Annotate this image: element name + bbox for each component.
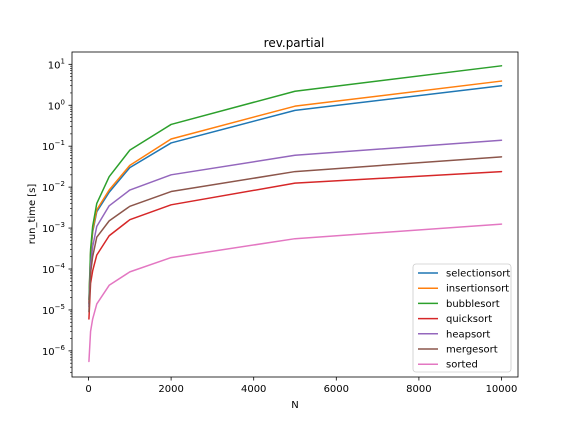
- legend-box: [412, 263, 512, 373]
- legend-label-selectionsort: selectionsort: [446, 269, 510, 280]
- x-tick-label: 8000: [406, 384, 431, 395]
- series-line-sorted: [88, 223, 503, 363]
- y-tick-label: 10−4: [42, 262, 66, 276]
- legend-label-heapsort: heapsort: [446, 329, 490, 340]
- y-tick-label: 10−5: [42, 303, 65, 317]
- legend-label-sorted: sorted: [446, 360, 478, 371]
- y-tick-label: 10−6: [42, 344, 66, 358]
- legend-label-bubblesort: bubblesort: [446, 299, 500, 310]
- axes-frame: [71, 51, 519, 378]
- y-tick-label: 10−1: [42, 139, 65, 153]
- x-tick-label: 6000: [324, 384, 349, 395]
- x-tick-label: 10000: [486, 384, 518, 395]
- x-tick-label: 0: [85, 384, 91, 395]
- legend-label-quicksort: quicksort: [446, 314, 492, 325]
- y-tick-label: 101: [48, 57, 65, 71]
- series-line-quicksort: [88, 170, 503, 320]
- legend-label-insertionsort: insertionsort: [446, 284, 509, 295]
- x-tick-label: 4000: [241, 384, 266, 395]
- series-line-mergesort: [88, 156, 503, 313]
- x-axis-label: N: [291, 400, 298, 411]
- y-tick-label: 100: [48, 98, 65, 112]
- y-axis-ticks: 10−6 10−5 10−4 10−3 10−2 10−1 100 101: [42, 57, 72, 373]
- chart-title: rev.partial: [264, 36, 325, 50]
- x-tick-label: 2000: [158, 384, 183, 395]
- plot-lines: [88, 65, 503, 363]
- y-tick-label: 10−3: [42, 221, 65, 235]
- series-line-bubblesort: [88, 65, 503, 301]
- x-axis-ticks: 0 2000 4000 6000 8000 10000: [85, 377, 517, 395]
- y-tick-label: 10−2: [42, 180, 65, 194]
- legend-label-mergesort: mergesort: [446, 345, 498, 356]
- legend: selectionsort insertionsort bubblesort quic…: [412, 263, 512, 373]
- series-line-heapsort: [88, 139, 503, 308]
- y-axis-label: run_time [s]: [27, 184, 38, 245]
